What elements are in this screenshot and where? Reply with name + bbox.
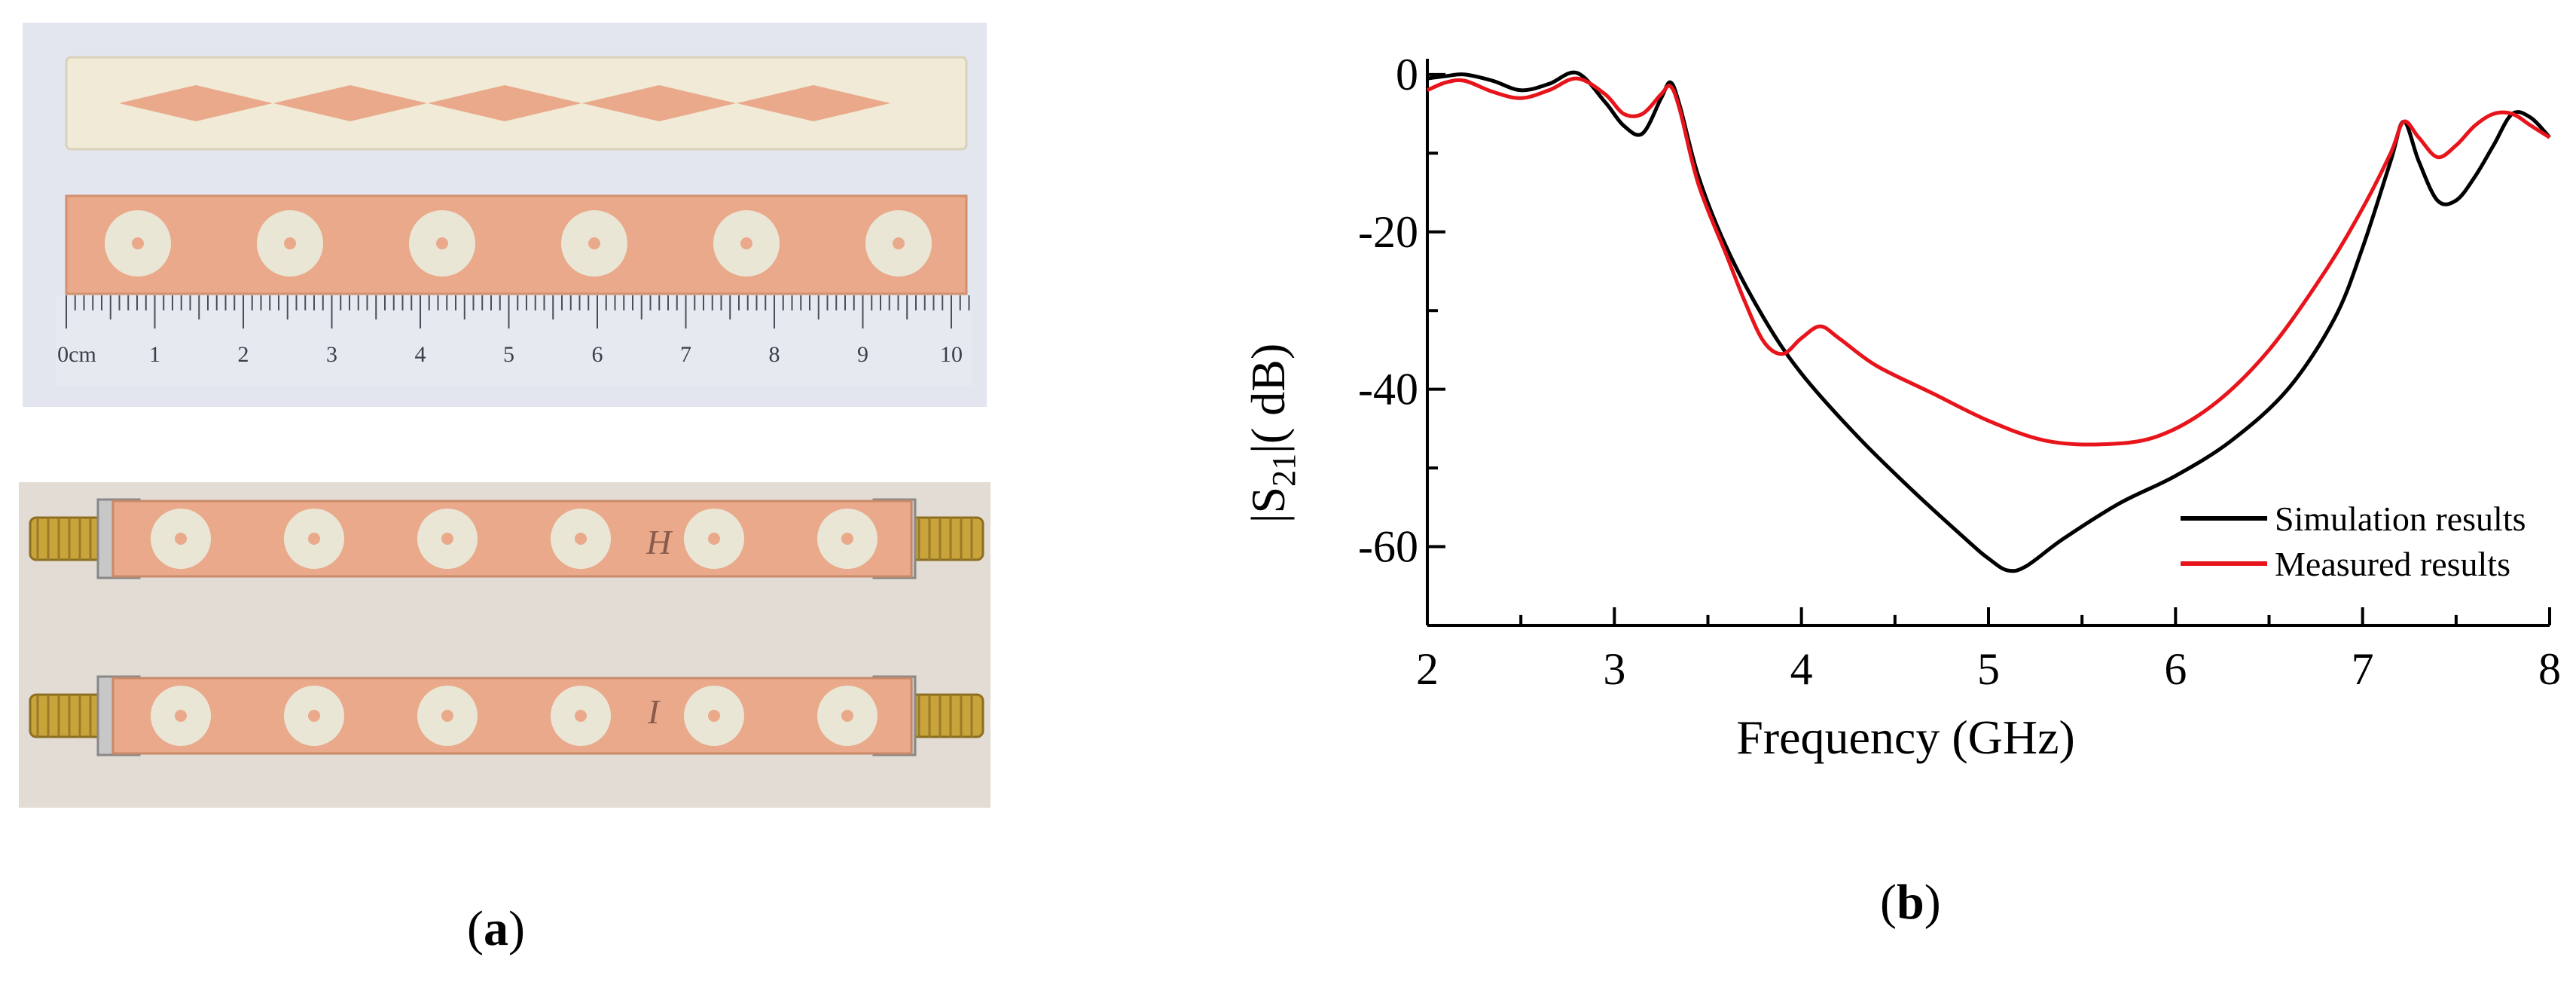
y-tick-label: -60 — [1358, 522, 1418, 572]
y-tick-label: -20 — [1358, 207, 1418, 257]
chart-legend: Simulation results Measured results — [2181, 500, 2526, 583]
ruler-label: 5 — [503, 342, 514, 367]
ruler-label: 10 — [940, 342, 963, 367]
ruler-label: 0cm — [57, 342, 96, 367]
pad-hole — [708, 533, 720, 545]
ruler-label: 8 — [769, 342, 780, 367]
chart-axes — [1426, 59, 2551, 627]
legend-label: Simulation results — [2275, 500, 2526, 538]
svg-text:|S21|( dB): |S21|( dB) — [1241, 344, 1302, 524]
series-line-measured — [1426, 76, 2551, 447]
pad-hole — [308, 710, 320, 722]
ruler-ticks — [66, 295, 970, 329]
filter-board — [111, 500, 913, 578]
diamond-pattern — [119, 85, 890, 121]
y-tick-label: 0 — [1396, 50, 1418, 99]
pad-hole — [308, 533, 320, 545]
pad-hole — [575, 710, 587, 722]
ruler-label: 1 — [149, 342, 160, 367]
pad-hole — [175, 710, 187, 722]
pad-board — [65, 194, 968, 295]
panel-a-label: (a) — [467, 901, 525, 956]
x-tick-label: 6 — [2164, 644, 2187, 694]
panel-b-label: (b) — [1880, 875, 1941, 930]
pad-hole — [441, 533, 453, 545]
diamond-shape — [119, 85, 273, 121]
y-axis-label: |S21|( dB) — [1241, 344, 1302, 524]
series-line-simulation — [1427, 70, 2551, 573]
tick-labels: 2 3 4 5 6 7 8 0 -20 -40 -60 — [1358, 50, 2561, 694]
pad-hole — [708, 710, 720, 722]
diamond-shape — [737, 85, 890, 121]
resonator-pads — [105, 210, 932, 277]
x-tick-label: 5 — [1977, 644, 2000, 694]
filter-board — [111, 677, 913, 755]
x-tick-label: 7 — [2352, 644, 2374, 694]
assembled-filter-1 — [29, 498, 984, 579]
ruler-label: 7 — [680, 342, 691, 367]
diamond-shape — [273, 85, 427, 121]
x-tick-label: 4 — [1790, 644, 1813, 694]
y-tick-label: -40 — [1358, 365, 1418, 414]
diamond-shape — [428, 85, 581, 121]
pad-hole — [841, 533, 853, 545]
assembled-filter-2 — [29, 675, 984, 756]
pad-hole — [441, 710, 453, 722]
ruler-labels: 0cm 1 2 3 4 5 6 7 8 9 10 — [57, 342, 963, 367]
ruler-label: 9 — [857, 342, 868, 367]
pad-hole — [436, 237, 448, 249]
x-axis-label: Frequency (GHz) — [1736, 711, 2075, 764]
x-tick-label: 8 — [2538, 644, 2561, 694]
ruler-label: 2 — [238, 342, 249, 367]
pad-hole — [132, 237, 144, 249]
pad-hole — [588, 237, 600, 249]
diamond-shape — [582, 85, 736, 121]
pad-hole — [575, 533, 587, 545]
series-lines — [1426, 70, 2551, 573]
pad-hole — [893, 237, 905, 249]
x-tick-label: 3 — [1603, 644, 1625, 694]
pad-hole — [284, 237, 296, 249]
legend-label: Measured results — [2275, 545, 2510, 583]
ruler-label: 6 — [592, 342, 603, 367]
handwritten-mark-2: I — [647, 692, 661, 731]
x-tick-label: 2 — [1416, 644, 1439, 694]
pad-hole — [841, 710, 853, 722]
ruler-label: 3 — [326, 342, 337, 367]
ruler-label: 4 — [415, 342, 426, 367]
handwritten-mark-1: H — [646, 523, 673, 561]
pad-hole — [740, 237, 752, 249]
pad-hole — [175, 533, 187, 545]
